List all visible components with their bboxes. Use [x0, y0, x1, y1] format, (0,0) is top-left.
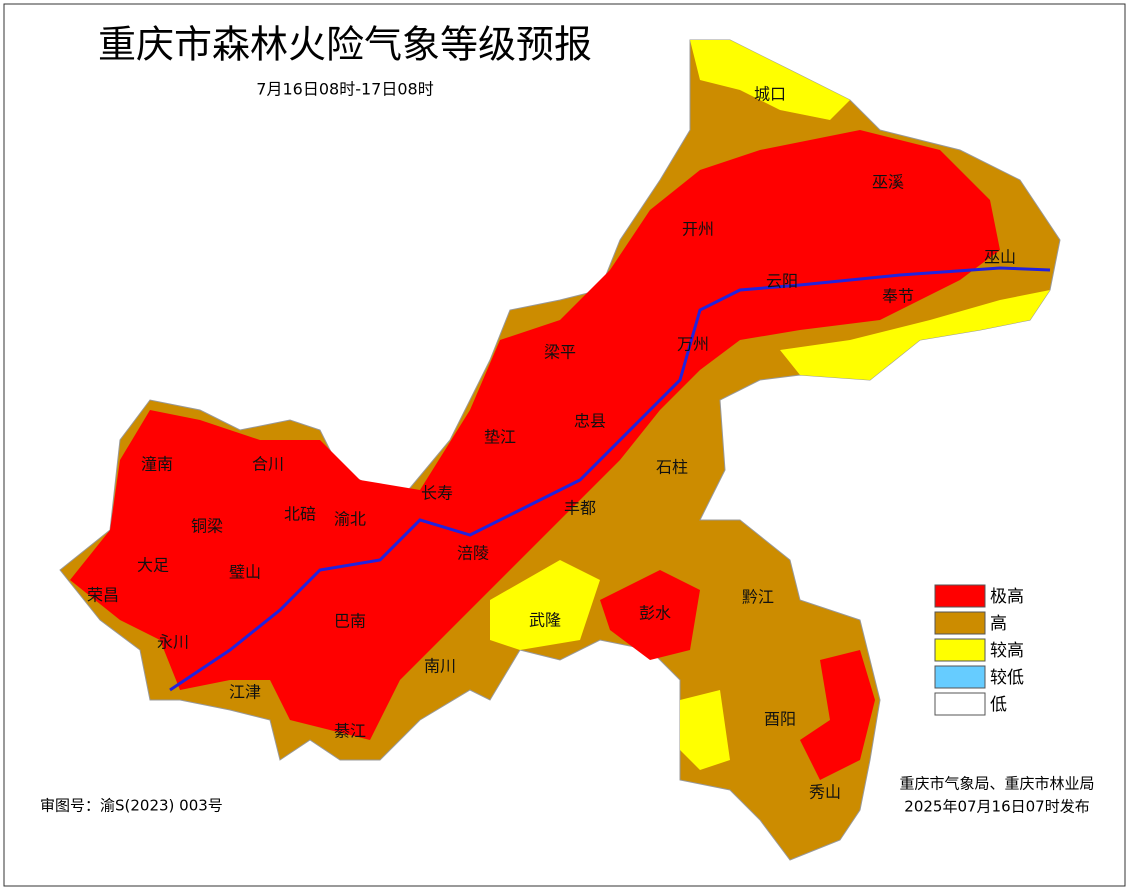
region-higher: [680, 690, 730, 770]
region-extreme: [800, 650, 875, 780]
district-label: 垫江: [484, 428, 516, 447]
legend-label: 较高: [990, 641, 1024, 661]
district-label: 江津: [229, 683, 261, 702]
district-label: 荣昌: [87, 586, 119, 605]
issuer: 重庆市气象局、重庆市林业局: [899, 775, 1094, 793]
district-label: 北碚: [284, 505, 316, 524]
district-label: 渝北: [334, 510, 366, 529]
district-label: 忠县: [574, 412, 606, 431]
region-higher: [490, 560, 600, 650]
district-label: 酉阳: [764, 710, 796, 729]
district-label: 长寿: [421, 484, 453, 503]
title: 重庆市森林火险气象等级预报: [98, 23, 592, 67]
district-label: 涪陵: [457, 544, 489, 563]
district-label: 大足: [137, 556, 169, 575]
legend-swatch: [934, 584, 986, 608]
legend-label: 高: [990, 614, 1007, 634]
district-label: 綦江: [334, 722, 366, 741]
subtitle: 7月16日08时-17日08时: [256, 80, 433, 99]
district-label: 云阳: [766, 272, 798, 291]
district-label: 城口: [754, 85, 786, 104]
district-label: 梁平: [544, 343, 576, 362]
district-label: 璧山: [229, 563, 261, 582]
district-label: 合川: [252, 455, 284, 474]
district-label: 巫溪: [872, 173, 904, 192]
approval-number: 审图号：渝S(2023) 003号: [40, 797, 223, 815]
district-label: 巫山: [984, 248, 1016, 267]
legend-label: 极高: [990, 587, 1024, 607]
district-label: 黔江: [742, 588, 774, 607]
issue-time: 2025年07月16日07时发布: [904, 798, 1089, 816]
legend-swatch: [934, 665, 986, 689]
region-extreme: [600, 570, 700, 660]
district-label: 永川: [157, 633, 189, 652]
district-label: 武隆: [529, 611, 561, 630]
legend-swatch: [934, 611, 986, 635]
district-label: 丰都: [564, 499, 596, 518]
district-label: 石柱: [656, 458, 688, 477]
district-label: 潼南: [141, 455, 173, 474]
district-label: 彭水: [639, 604, 671, 623]
legend-label: 较低: [990, 668, 1024, 688]
district-label: 秀山: [809, 783, 841, 802]
district-label: 铜梁: [191, 517, 223, 536]
district-label: 万州: [677, 335, 709, 354]
legend-swatch: [934, 638, 986, 662]
district-label: 奉节: [882, 287, 914, 306]
river: [169, 266, 1051, 692]
region-higher: [780, 290, 1050, 380]
district-label: 开州: [682, 220, 714, 239]
region-higher: [690, 40, 850, 120]
map: [59, 39, 1061, 861]
legend-label: 低: [990, 695, 1007, 715]
district-label: 巴南: [334, 612, 366, 631]
legend-swatch: [934, 692, 986, 716]
district-label: 南川: [424, 657, 456, 676]
